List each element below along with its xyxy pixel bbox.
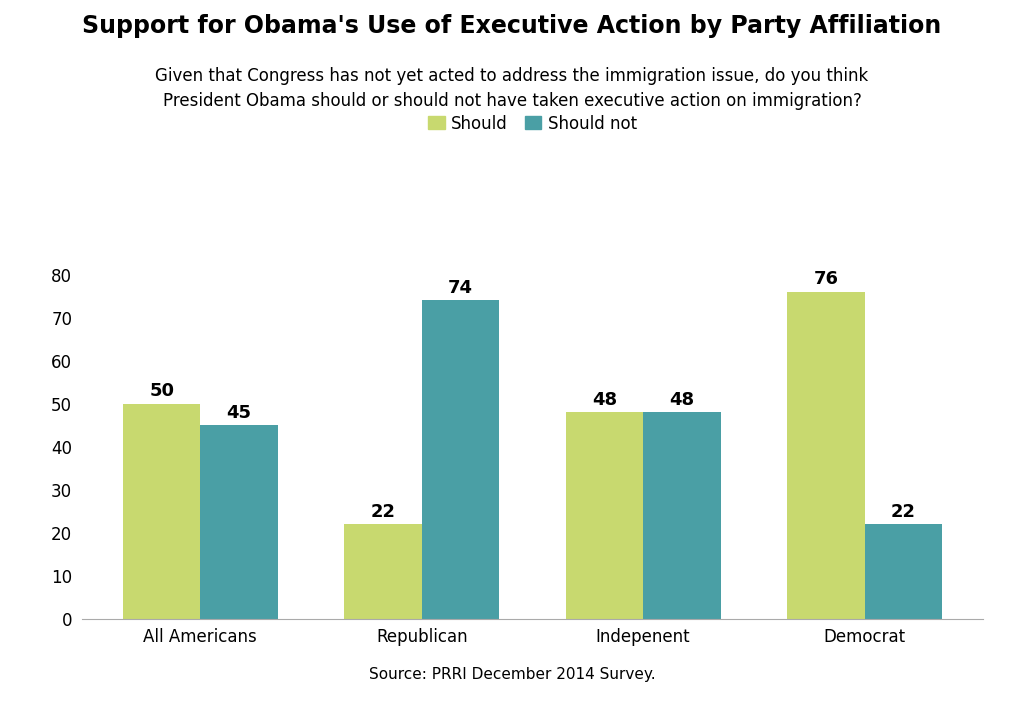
Bar [787, 292, 864, 619]
Text: 74: 74 [449, 279, 473, 297]
Text: 45: 45 [226, 404, 252, 422]
Text: 50: 50 [150, 382, 174, 400]
Text: Support for Obama's Use of Executive Action by Party Affiliation: Support for Obama's Use of Executive Act… [82, 14, 942, 38]
Text: 22: 22 [891, 503, 915, 521]
Bar [123, 404, 201, 619]
Bar [422, 300, 500, 619]
Text: 48: 48 [592, 391, 617, 408]
Text: Source: PRRI December 2014 Survey.: Source: PRRI December 2014 Survey. [369, 667, 655, 682]
Legend: Should, Should not: Should, Should not [421, 108, 644, 139]
Bar [565, 412, 643, 619]
Text: 48: 48 [670, 391, 694, 408]
Text: 76: 76 [813, 271, 839, 288]
Bar [864, 524, 942, 619]
Text: 22: 22 [371, 503, 395, 521]
Bar [201, 425, 278, 619]
Bar [643, 412, 721, 619]
Text: Given that Congress has not yet acted to address the immigration issue, do you t: Given that Congress has not yet acted to… [156, 67, 868, 110]
Bar [344, 524, 422, 619]
